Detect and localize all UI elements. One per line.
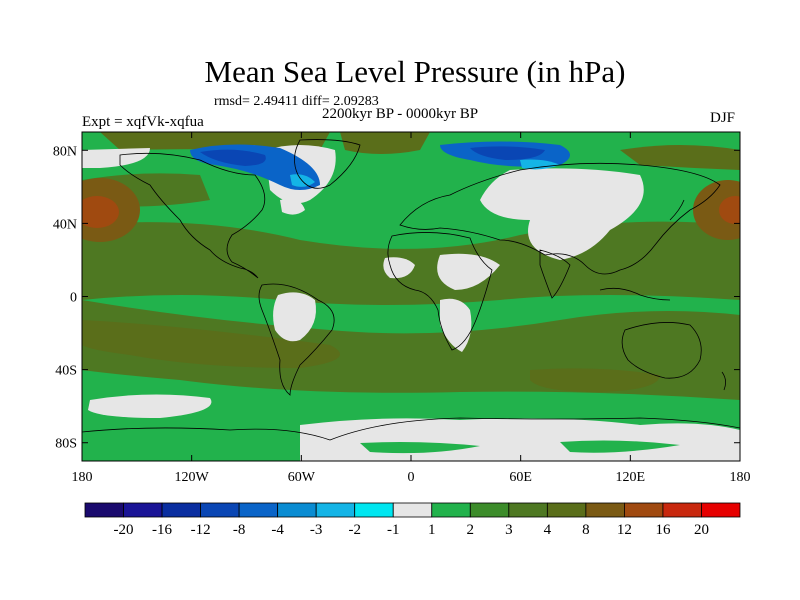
y-tick-label: 40S [55,364,77,379]
colorbar-label: 12 [617,522,632,538]
x-tick-label: 180 [730,470,751,485]
stats-text: rmsd= 2.49411 diff= 2.09283 [214,94,379,109]
colorbar-label: -16 [152,522,172,538]
colorbar-label: -8 [233,522,246,538]
colorbar-label: -4 [271,522,284,538]
pressure-field [82,132,740,461]
colorbar-swatch [662,502,702,518]
colorbar-swatch [431,502,471,518]
colorbar-swatch [585,502,625,518]
season-label: DJF [710,110,736,126]
colorbar-swatch [701,502,741,518]
chart-title: Mean Sea Level Pressure (in hPa) [204,54,626,89]
y-axis: 80N 40N 0 40S 80S [53,144,740,452]
x-tick-label: 120W [175,470,210,485]
colorbar-swatch [161,502,201,518]
experiment-label: Expt = xqfVk-xqfua [82,114,204,130]
colorbar-swatch [624,502,664,518]
coastlines [82,139,740,441]
colorbar-swatch [508,502,548,518]
colorbar-label: -2 [348,522,361,538]
colorbar-swatch [469,502,510,518]
colorbar-label: -3 [310,522,323,538]
colorbar-label: 4 [544,522,552,538]
y-tick-label: 80N [53,144,77,159]
colorbar-swatch [123,502,163,518]
colorbar-swatch [238,502,279,518]
period-text: 2200kyr BP - 0000kyr BP [322,106,479,122]
x-tick-label: 180 [72,470,93,485]
colorbar-swatch [200,502,240,518]
y-tick-label: 40N [53,217,77,232]
colorbar-swatch [546,502,587,518]
colorbar: -20 -16 -12 -8 -4 -3 -2 -1 1 2 3 4 8 12 16 20 [84,502,741,538]
colorbar-label: -20 [114,522,134,538]
colorbar-label: 8 [582,522,590,538]
colorbar-label: 2 [467,522,475,538]
colorbar-swatch [84,502,124,518]
y-tick-label: 80S [55,437,77,452]
colorbar-label: 1 [428,522,436,538]
colorbar-label: -1 [387,522,400,538]
colorbar-swatch [277,502,317,518]
x-tick-label: 60W [288,470,316,485]
colorbar-label: 16 [655,522,671,538]
colorbar-label: -12 [191,522,211,538]
y-tick-label: 0 [70,291,77,306]
x-tick-label: 0 [408,470,415,485]
colorbar-label: 20 [694,522,709,538]
colorbar-swatch [354,502,394,518]
x-tick-label: 60E [509,470,532,485]
x-axis: 180 120W 60W 0 60E 120E 180 [72,132,751,485]
colorbar-swatch [392,502,433,518]
colorbar-label: 3 [505,522,513,538]
x-tick-label: 120E [616,470,646,485]
colorbar-swatch [315,502,356,518]
